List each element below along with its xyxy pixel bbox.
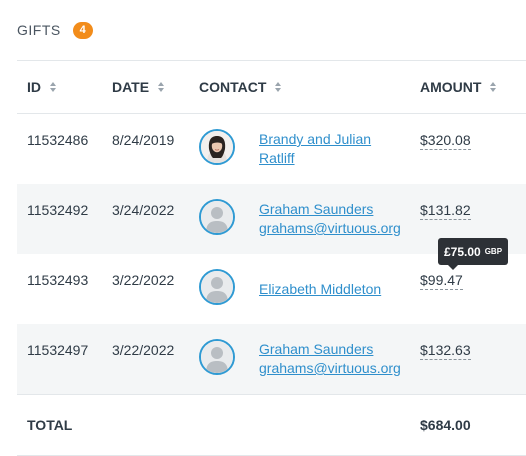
- table-row: 11532493 3/22/2022 Elizabeth Middleton $…: [17, 254, 526, 324]
- sort-icon[interactable]: [157, 81, 165, 93]
- gift-amount[interactable]: $320.08: [420, 132, 471, 150]
- contact-avatar[interactable]: [199, 269, 235, 305]
- contact-email: grahams@virtuous.org: [259, 220, 401, 236]
- gift-date: 3/24/2022: [112, 202, 175, 218]
- count-badge: 4: [72, 21, 93, 39]
- gift-id: 11532486: [27, 132, 89, 148]
- contact-name-link[interactable]: Brandy and Julian Ratliff: [259, 130, 371, 168]
- gift-amount[interactable]: $131.82: [420, 202, 471, 220]
- total-row: TOTAL $684.00: [17, 394, 526, 456]
- total-amount: $684.00: [420, 417, 471, 433]
- sort-icon[interactable]: [489, 81, 497, 93]
- gift-amount[interactable]: $132.63: [420, 342, 471, 360]
- gift-date: 8/24/2019: [112, 132, 175, 148]
- contact-name: Elizabeth Middleton: [259, 281, 382, 297]
- column-header-label: ID: [27, 79, 41, 95]
- contact-avatar[interactable]: [199, 339, 235, 375]
- contact-name-line: Brandy and Julian: [259, 131, 372, 147]
- contact-name-line: Ratliff: [259, 150, 295, 166]
- person-photo-icon: [201, 131, 233, 163]
- contact-email: grahams@virtuous.org: [259, 360, 401, 376]
- gifts-header: GIFTS 4: [17, 19, 93, 41]
- column-header-contact[interactable]: CONTACT: [199, 79, 282, 95]
- contact-link[interactable]: Graham Saunders grahams@virtuous.org: [259, 200, 401, 238]
- contact-link[interactable]: Graham Saunders grahams@virtuous.org: [259, 340, 401, 378]
- column-header-label: AMOUNT: [420, 79, 482, 95]
- gift-id: 11532492: [27, 202, 89, 218]
- contact-link[interactable]: Elizabeth Middleton: [259, 280, 381, 299]
- user-placeholder-icon: [201, 201, 233, 233]
- table-row: 11532486 8/24/2019 Brandy and Julian Rat…: [17, 114, 526, 184]
- column-header-date[interactable]: DATE: [112, 79, 165, 95]
- table-row: 11532497 3/22/2022 Graham Saunders graha…: [17, 324, 526, 394]
- gift-amount[interactable]: $99.47: [420, 272, 463, 290]
- column-header-label: DATE: [112, 79, 150, 95]
- contact-avatar[interactable]: [199, 129, 235, 165]
- tooltip-currency: GBP: [484, 247, 503, 256]
- gift-id: 11532497: [27, 342, 89, 358]
- user-placeholder-icon: [201, 271, 233, 303]
- column-header-amount[interactable]: AMOUNT: [420, 79, 497, 95]
- contact-name: Graham Saunders: [259, 341, 374, 357]
- column-header-id[interactable]: ID: [27, 79, 57, 95]
- gift-id: 11532493: [27, 272, 89, 288]
- user-placeholder-icon: [201, 341, 233, 373]
- currency-tooltip: £75.00 GBP: [438, 238, 509, 270]
- sort-icon[interactable]: [274, 81, 282, 93]
- table-header-row: ID DATE CONTACT AMOUNT: [17, 60, 526, 114]
- column-header-label: CONTACT: [199, 79, 267, 95]
- total-label: TOTAL: [27, 417, 73, 433]
- tooltip-value: £75.00: [444, 244, 481, 259]
- contact-avatar[interactable]: [199, 199, 235, 235]
- section-title: GIFTS: [17, 22, 61, 38]
- contact-name: Graham Saunders: [259, 201, 374, 217]
- gift-date: 3/22/2022: [112, 272, 175, 288]
- sort-icon[interactable]: [49, 81, 57, 93]
- gift-date: 3/22/2022: [112, 342, 175, 358]
